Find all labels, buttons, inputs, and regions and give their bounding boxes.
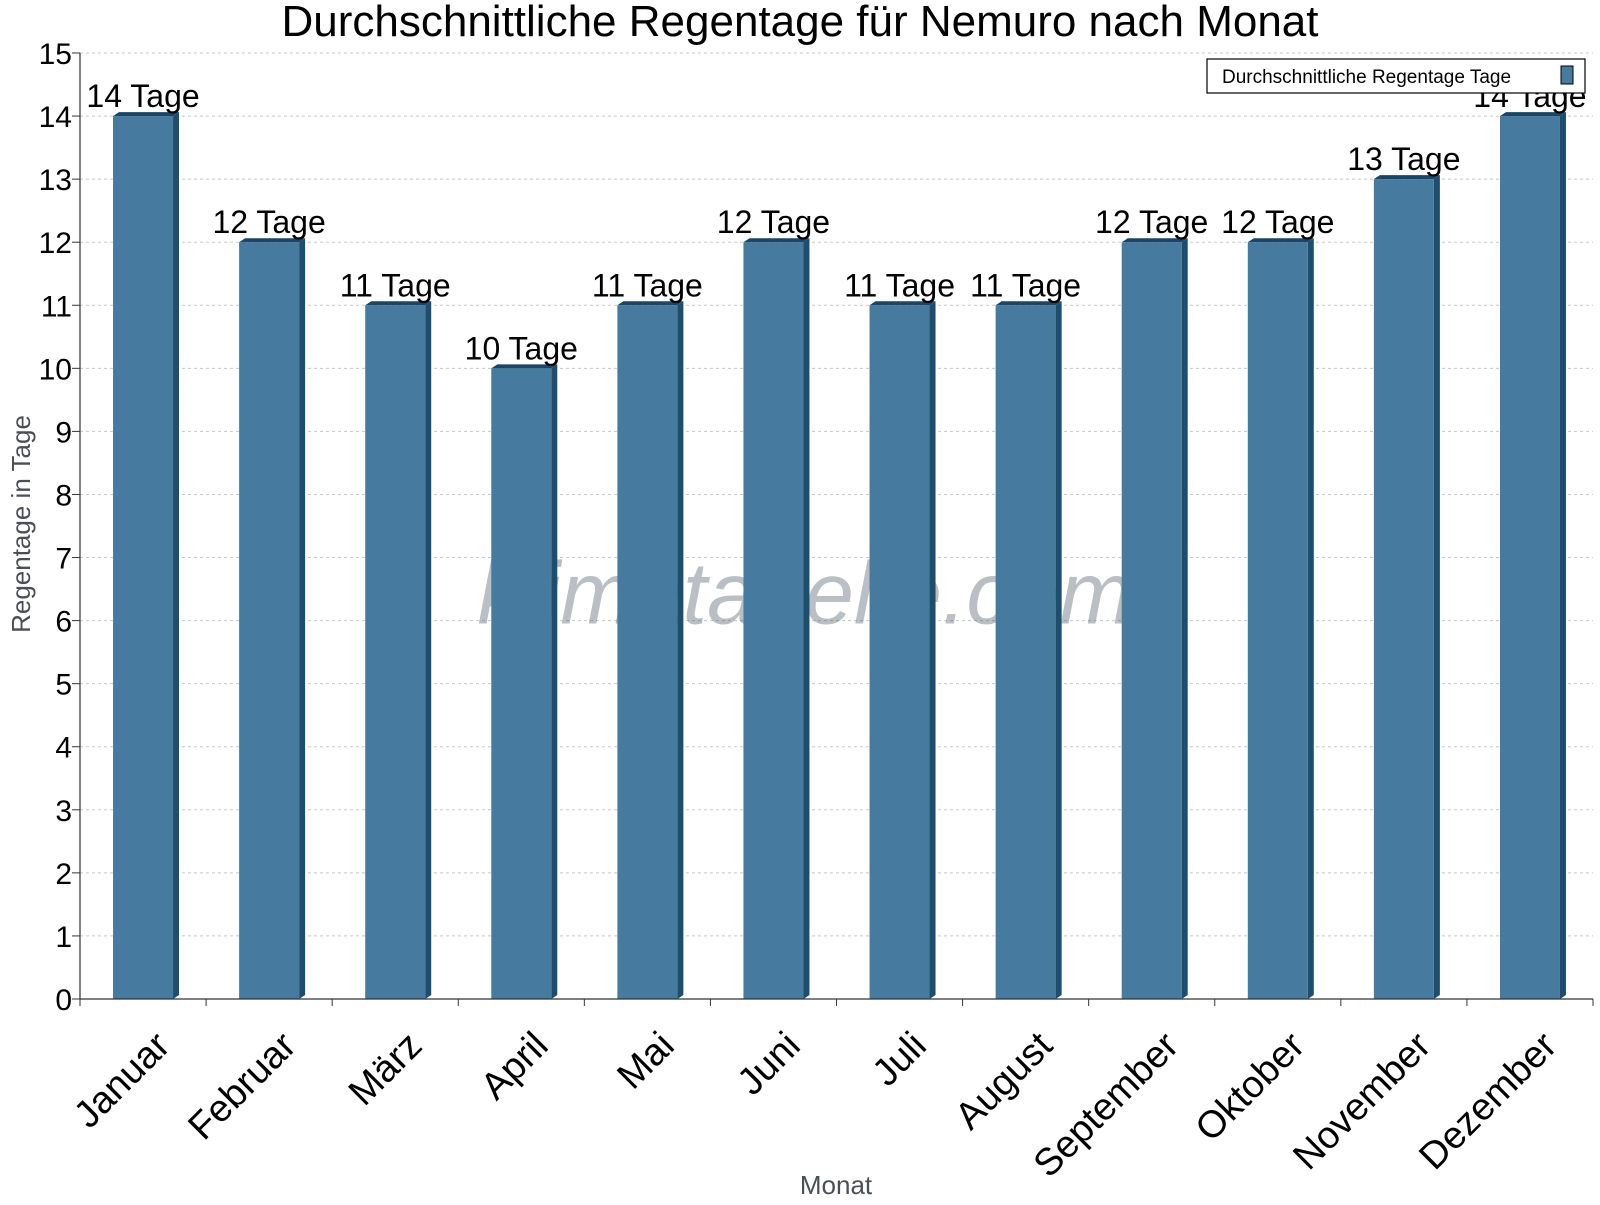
y-tick-label: 6	[55, 606, 72, 639]
bar-side	[677, 301, 684, 999]
bar-side	[173, 112, 180, 1000]
bar-side	[1307, 238, 1314, 999]
bar-side	[1055, 301, 1062, 999]
y-tick-label: 1	[55, 921, 72, 954]
y-axis-title: Regentage in Tage	[6, 415, 36, 633]
data-label: 10 Tage	[465, 330, 578, 366]
bar-top	[491, 364, 558, 369]
x-tick-label: August	[947, 1024, 1061, 1138]
bar	[617, 305, 678, 999]
bar	[995, 305, 1056, 999]
bar-side	[299, 238, 306, 999]
y-tick-label: 10	[39, 353, 72, 386]
bar-top	[1373, 175, 1440, 180]
x-tick-label: April	[473, 1024, 556, 1107]
legend: Durchschnittliche Regentage Tage	[1206, 58, 1586, 94]
bar-top	[617, 301, 684, 306]
y-tick-label: 4	[55, 732, 72, 765]
bar	[239, 242, 300, 999]
x-tick-label: Februar	[181, 1024, 305, 1148]
y-tick-label: 2	[55, 858, 72, 891]
legend-box	[1206, 58, 1586, 94]
bar-side	[1433, 175, 1440, 1000]
bar	[869, 305, 930, 999]
legend-swatch	[1560, 65, 1574, 85]
bar	[113, 116, 174, 1000]
bar-side	[1559, 112, 1566, 1000]
y-tick-label: 0	[55, 984, 72, 1017]
y-tick-label: 12	[39, 227, 72, 260]
y-tick-label: 3	[55, 795, 72, 828]
y-tick-label: 11	[41, 290, 72, 323]
bar-top	[743, 238, 810, 243]
y-tick-label: 7	[55, 543, 72, 576]
x-tick-label: Juni	[730, 1024, 809, 1103]
bar-top	[869, 301, 936, 306]
data-label: 12 Tage	[212, 204, 325, 240]
data-label: 12 Tage	[1221, 204, 1334, 240]
bar	[1373, 179, 1434, 1000]
bars	[113, 112, 1566, 1000]
data-label: 11 Tage	[340, 267, 451, 303]
data-label: 13 Tage	[1347, 141, 1460, 177]
bar-top	[1121, 238, 1188, 243]
bar-top	[1499, 112, 1566, 117]
bar-side	[425, 301, 432, 999]
data-label: 14 Tage	[86, 78, 199, 114]
y-tick-label: 13	[39, 164, 72, 197]
gridlines	[80, 52, 1593, 937]
bar-top	[1247, 238, 1314, 243]
bar	[1247, 242, 1308, 999]
bar-side	[803, 238, 810, 999]
legend-label: Durchschnittliche Regentage Tage	[1222, 67, 1511, 88]
y-tick-label: 5	[55, 669, 72, 702]
data-label: 12 Tage	[717, 204, 830, 240]
bar-side	[929, 301, 936, 999]
x-tick-label: November	[1285, 1024, 1439, 1178]
data-label: 11 Tage	[970, 267, 1081, 303]
y-tick-label: 14	[39, 101, 72, 134]
bar-top	[365, 301, 432, 306]
data-labels: 14 Tage 12 Tage 11 Tage 10 Tage 11 Tage 12 Ta…	[86, 78, 1586, 366]
bar	[743, 242, 804, 999]
x-tick-label: Oktober	[1188, 1024, 1314, 1150]
bar	[491, 368, 552, 999]
bar-top	[239, 238, 306, 243]
bar	[365, 305, 426, 999]
bar	[1499, 116, 1560, 1000]
chart-title: Durchschnittliche Regentage für Nemuro n…	[282, 0, 1319, 46]
x-axis-title: Monat	[800, 1170, 873, 1200]
x-tick-label: Dezember	[1411, 1024, 1565, 1178]
x-tick-label: März	[341, 1024, 430, 1113]
x-tick-label: Januar	[66, 1024, 178, 1136]
y-tick-label: 15	[39, 38, 72, 71]
bar	[1121, 242, 1182, 999]
data-label: 11 Tage	[592, 267, 703, 303]
bar-top	[113, 112, 180, 117]
x-tick-label: Juli	[865, 1024, 935, 1094]
data-label: 11 Tage	[844, 267, 955, 303]
y-tick-label: 8	[55, 479, 72, 512]
y-tick-label: 9	[55, 416, 72, 449]
x-tick-label: Mai	[610, 1024, 683, 1097]
bar-side	[551, 364, 558, 999]
bar-side	[1181, 238, 1188, 999]
bar-top	[995, 301, 1062, 306]
data-label: 12 Tage	[1095, 204, 1208, 240]
